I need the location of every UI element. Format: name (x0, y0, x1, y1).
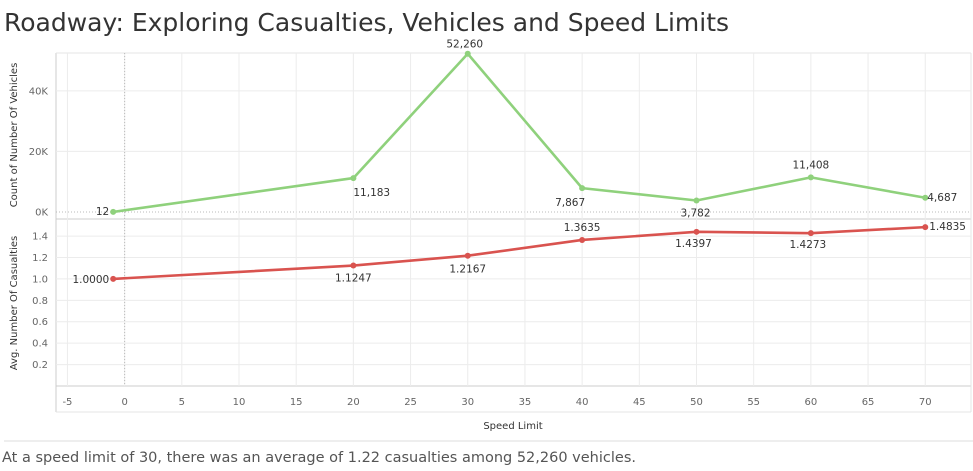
x-tick-label: 0 (121, 397, 127, 408)
x-tick-label: 10 (233, 397, 246, 408)
vehicles-point (350, 175, 357, 182)
x-tick-label: 45 (633, 397, 646, 408)
x-tick-label: 65 (862, 397, 875, 408)
casualties-point (464, 252, 471, 259)
casualties-data-label: 1.4835 (929, 221, 966, 233)
casualties-point (110, 275, 117, 282)
x-tick-label: -5 (62, 397, 72, 408)
vehicles-series: 12 11,183 52,260 7,867 3,782 11,408 4,687 (96, 39, 958, 220)
x-tick-label: 60 (805, 397, 818, 408)
vehicles-data-label: 4,687 (927, 192, 957, 204)
casualties-data-label: 1.3635 (564, 222, 601, 234)
top-panel-grid (56, 90, 971, 213)
casualties-data-label: 1.4397 (675, 238, 712, 250)
x-tick-label: 30 (461, 397, 474, 408)
y-tick-label-bottom: 1.4 (32, 232, 48, 243)
x-tick-label: 5 (179, 397, 185, 408)
y-tick-label-top: 20K (29, 147, 49, 158)
vehicles-line (113, 52, 926, 214)
vehicles-data-label: 11,408 (793, 159, 830, 171)
vehicles-data-label: 11,183 (353, 187, 390, 199)
x-tick-label: 70 (919, 397, 932, 408)
chart-frame (4, 52, 973, 442)
vehicles-point (807, 174, 814, 181)
chart-caption: At a speed limit of 30, there was an ave… (2, 450, 636, 466)
y-tick-label-bottom: 0.6 (32, 317, 48, 328)
bottom-panel-grid (56, 53, 971, 386)
x-axis-title: Speed Limit (483, 421, 542, 432)
x-tick-label: 35 (519, 397, 532, 408)
casualties-data-label: 1.0000 (72, 274, 109, 286)
chart-title: Roadway: Exploring Casualties, Vehicles … (4, 8, 730, 37)
y-tick-label-bottom: 1.2 (32, 253, 48, 264)
x-tick-label: 40 (576, 397, 589, 408)
x-tick-label: 20 (347, 397, 360, 408)
y-tick-label-bottom: 0.8 (32, 296, 48, 307)
axes: -5 0 5 10 15 20 25 30 35 40 45 50 55 60 65 70 0K 20K 40K 0.… (29, 53, 932, 408)
x-tick-label: 15 (290, 397, 303, 408)
vehicles-data-label: 7,867 (555, 197, 585, 209)
casualties-point (579, 236, 586, 243)
casualties-line (113, 225, 926, 281)
vehicles-point (464, 50, 471, 57)
vehicles-point (693, 197, 700, 204)
vehicles-point (579, 185, 586, 192)
vehicles-point (922, 194, 929, 201)
x-tick-label: 50 (690, 397, 703, 408)
casualties-data-label: 1.4273 (790, 239, 827, 251)
y-tick-label-top: 0K (35, 207, 48, 218)
vehicles-data-label: 12 (96, 206, 109, 218)
x-tick-label: 55 (747, 397, 760, 408)
vehicles-data-label: 52,260 (446, 39, 483, 51)
casualties-point (350, 262, 357, 269)
y-axis-title-bottom: Avg. Number Of Casualties (9, 236, 20, 370)
x-tick-label: 25 (404, 397, 417, 408)
casualties-point (693, 228, 700, 235)
vehicles-point (110, 208, 117, 215)
casualties-data-label: 1.1247 (335, 273, 372, 285)
casualties-point (922, 224, 929, 231)
y-axis-title-top: Count of Number Of Vehicles (9, 63, 20, 208)
y-tick-label-bottom: 1.0 (32, 274, 48, 285)
y-tick-label-top: 40K (29, 86, 49, 97)
casualties-data-label: 1.2167 (449, 264, 486, 276)
y-tick-label-bottom: 0.4 (32, 339, 48, 350)
vehicles-data-label: 3,782 (680, 207, 710, 219)
casualties-point (807, 230, 814, 237)
y-tick-label-bottom: 0.2 (32, 360, 48, 371)
casualties-series: 1.0000 1.1247 1.2167 1.3635 1.4397 1.4273 1.48… (72, 221, 966, 286)
